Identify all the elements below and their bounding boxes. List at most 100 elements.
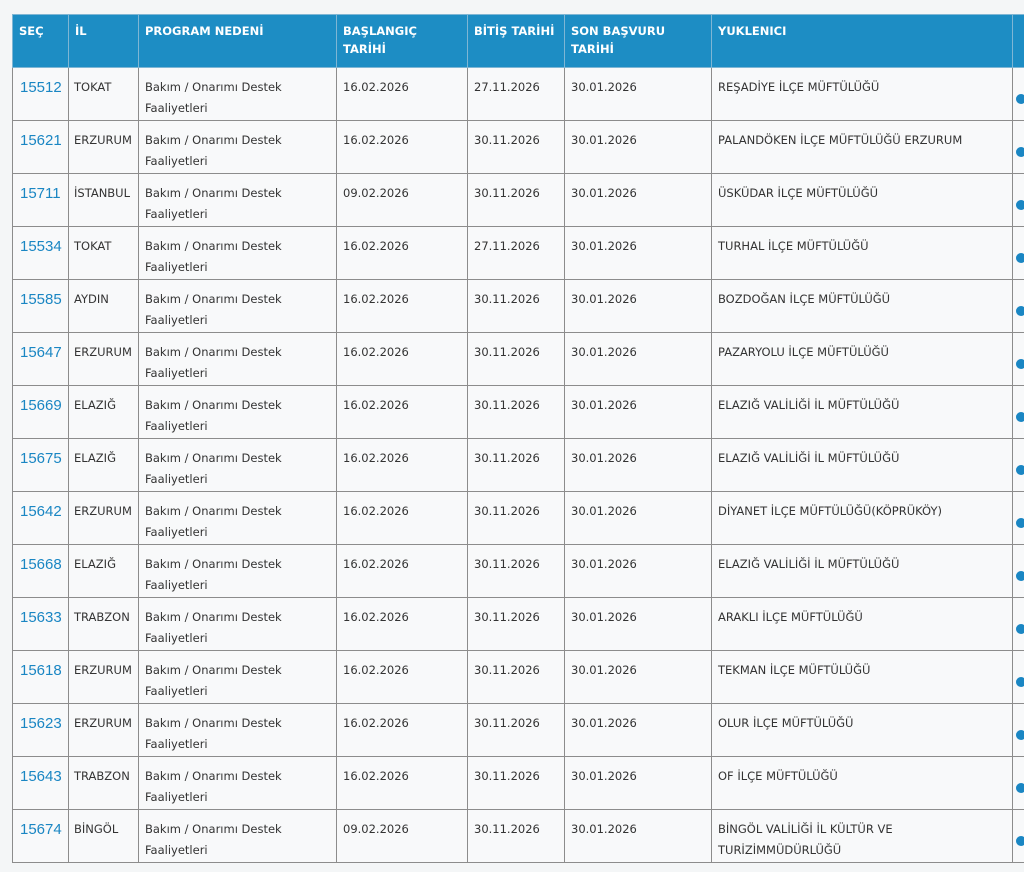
status-dot bbox=[1016, 306, 1024, 316]
end-date-cell: 30.11.2026 bbox=[467, 120, 565, 174]
deadline-cell: 30.01.2026 bbox=[564, 756, 712, 810]
select-link[interactable]: 15668 bbox=[20, 556, 62, 573]
table-row: 15585 AYDIN Bakım / Onarımı Destek Faaliye… bbox=[12, 279, 1024, 333]
header-row: SEÇ İL PROGRAM NEDENİ BAŞLANGIÇ TARİHİ BİTİŞ… bbox=[12, 14, 1024, 68]
clipped-cell bbox=[1012, 756, 1024, 810]
province-cell: ELAZIĞ bbox=[68, 544, 139, 598]
start-date-cell: 09.02.2026 bbox=[336, 809, 468, 863]
column-header-clipped bbox=[1012, 14, 1024, 68]
status-dot bbox=[1016, 624, 1024, 634]
select-link[interactable]: 15618 bbox=[20, 662, 62, 679]
start-date-cell: 16.02.2026 bbox=[336, 491, 468, 545]
province-cell: AYDIN bbox=[68, 279, 139, 333]
contractor-cell: ELAZIĞ VALİLİĞİ İL MÜFTÜLÜĞÜ bbox=[711, 385, 1013, 439]
select-link[interactable]: 15674 bbox=[20, 821, 62, 838]
reason-cell: Bakım / Onarımı Destek Faaliyetleri bbox=[138, 173, 337, 227]
clipped-cell bbox=[1012, 650, 1024, 704]
select-link[interactable]: 15669 bbox=[20, 397, 62, 414]
table-row: 15647 ERZURUM Bakım / Onarımı Destek Faali… bbox=[12, 332, 1024, 386]
start-date-cell: 16.02.2026 bbox=[336, 703, 468, 757]
reason-cell: Bakım / Onarımı Destek Faaliyetleri bbox=[138, 385, 337, 439]
contractor-cell: PALANDÖKEN İLÇE MÜFTÜLÜĞÜ ERZURUM bbox=[711, 120, 1013, 174]
contractor-cell: ELAZIĞ VALİLİĞİ İL MÜFTÜLÜĞÜ bbox=[711, 544, 1013, 598]
province-cell: TOKAT bbox=[68, 226, 139, 280]
status-dot bbox=[1016, 518, 1024, 528]
end-date-cell: 30.11.2026 bbox=[467, 756, 565, 810]
end-date-cell: 30.11.2026 bbox=[467, 703, 565, 757]
start-date-cell: 09.02.2026 bbox=[336, 173, 468, 227]
province-cell: ELAZIĞ bbox=[68, 438, 139, 492]
select-link[interactable]: 15621 bbox=[20, 132, 62, 149]
clipped-cell bbox=[1012, 491, 1024, 545]
id-cell: 15674 bbox=[12, 809, 69, 863]
table-row: 15642 ERZURUM Bakım / Onarımı Destek Faali… bbox=[12, 491, 1024, 545]
table-row: 15534 TOKAT Bakım / Onarımı Destek Faaliye… bbox=[12, 226, 1024, 280]
id-cell: 15618 bbox=[12, 650, 69, 704]
deadline-cell: 30.01.2026 bbox=[564, 438, 712, 492]
end-date-cell: 30.11.2026 bbox=[467, 385, 565, 439]
end-date-cell: 30.11.2026 bbox=[467, 809, 565, 863]
province-cell: ERZURUM bbox=[68, 650, 139, 704]
deadline-cell: 30.01.2026 bbox=[564, 226, 712, 280]
id-cell: 15669 bbox=[12, 385, 69, 439]
province-cell: ELAZIĞ bbox=[68, 385, 139, 439]
clipped-cell bbox=[1012, 703, 1024, 757]
id-cell: 15585 bbox=[12, 279, 69, 333]
table-row: 15643 TRABZON Bakım / Onarımı Destek Faali… bbox=[12, 756, 1024, 810]
status-dot bbox=[1016, 783, 1024, 793]
deadline-cell: 30.01.2026 bbox=[564, 67, 712, 121]
clipped-cell bbox=[1012, 120, 1024, 174]
status-dot bbox=[1016, 571, 1024, 581]
select-link[interactable]: 15512 bbox=[20, 79, 62, 96]
id-cell: 15633 bbox=[12, 597, 69, 651]
contractor-cell: ARAKLI İLÇE MÜFTÜLÜĞÜ bbox=[711, 597, 1013, 651]
status-dot bbox=[1016, 412, 1024, 422]
province-cell: TRABZON bbox=[68, 756, 139, 810]
select-link[interactable]: 15633 bbox=[20, 609, 62, 626]
id-cell: 15711 bbox=[12, 173, 69, 227]
contractor-cell: OF İLÇE MÜFTÜLÜĞÜ bbox=[711, 756, 1013, 810]
select-link[interactable]: 15585 bbox=[20, 291, 62, 308]
column-header: SON BAŞVURU TARİHİ bbox=[564, 14, 712, 68]
end-date-cell: 30.11.2026 bbox=[467, 597, 565, 651]
column-header: PROGRAM NEDENİ bbox=[138, 14, 337, 68]
id-cell: 15647 bbox=[12, 332, 69, 386]
table-row: 15621 ERZURUM Bakım / Onarımı Destek Faali… bbox=[12, 120, 1024, 174]
select-link[interactable]: 15647 bbox=[20, 344, 62, 361]
clipped-cell bbox=[1012, 173, 1024, 227]
start-date-cell: 16.02.2026 bbox=[336, 279, 468, 333]
end-date-cell: 30.11.2026 bbox=[467, 438, 565, 492]
select-link[interactable]: 15643 bbox=[20, 768, 62, 785]
select-link[interactable]: 15642 bbox=[20, 503, 62, 520]
reason-cell: Bakım / Onarımı Destek Faaliyetleri bbox=[138, 597, 337, 651]
end-date-cell: 27.11.2026 bbox=[467, 67, 565, 121]
contractor-cell: TEKMAN İLÇE MÜFTÜLÜĞÜ bbox=[711, 650, 1013, 704]
status-dot bbox=[1016, 677, 1024, 687]
start-date-cell: 16.02.2026 bbox=[336, 438, 468, 492]
select-link[interactable]: 15534 bbox=[20, 238, 62, 255]
start-date-cell: 16.02.2026 bbox=[336, 385, 468, 439]
province-cell: ERZURUM bbox=[68, 491, 139, 545]
select-link[interactable]: 15623 bbox=[20, 715, 62, 732]
reason-cell: Bakım / Onarımı Destek Faaliyetleri bbox=[138, 67, 337, 121]
reason-cell: Bakım / Onarımı Destek Faaliyetleri bbox=[138, 279, 337, 333]
clipped-cell bbox=[1012, 544, 1024, 598]
reason-cell: Bakım / Onarımı Destek Faaliyetleri bbox=[138, 120, 337, 174]
id-cell: 15512 bbox=[12, 67, 69, 121]
status-dot bbox=[1016, 147, 1024, 157]
select-link[interactable]: 15711 bbox=[20, 185, 61, 202]
contractor-cell: DİYANET İLÇE MÜFTÜLÜĞÜ(KÖPRÜKÖY) bbox=[711, 491, 1013, 545]
deadline-cell: 30.01.2026 bbox=[564, 120, 712, 174]
reason-cell: Bakım / Onarımı Destek Faaliyetleri bbox=[138, 438, 337, 492]
start-date-cell: 16.02.2026 bbox=[336, 120, 468, 174]
status-dot bbox=[1016, 730, 1024, 740]
table-body: 15512 TOKAT Bakım / Onarımı Destek Faaliye… bbox=[12, 67, 1024, 863]
end-date-cell: 30.11.2026 bbox=[467, 544, 565, 598]
id-cell: 15621 bbox=[12, 120, 69, 174]
table-container: SEÇ İL PROGRAM NEDENİ BAŞLANGIÇ TARİHİ BİTİŞ… bbox=[12, 14, 1024, 863]
select-link[interactable]: 15675 bbox=[20, 450, 62, 467]
province-cell: BİNGÖL bbox=[68, 809, 139, 863]
deadline-cell: 30.01.2026 bbox=[564, 544, 712, 598]
